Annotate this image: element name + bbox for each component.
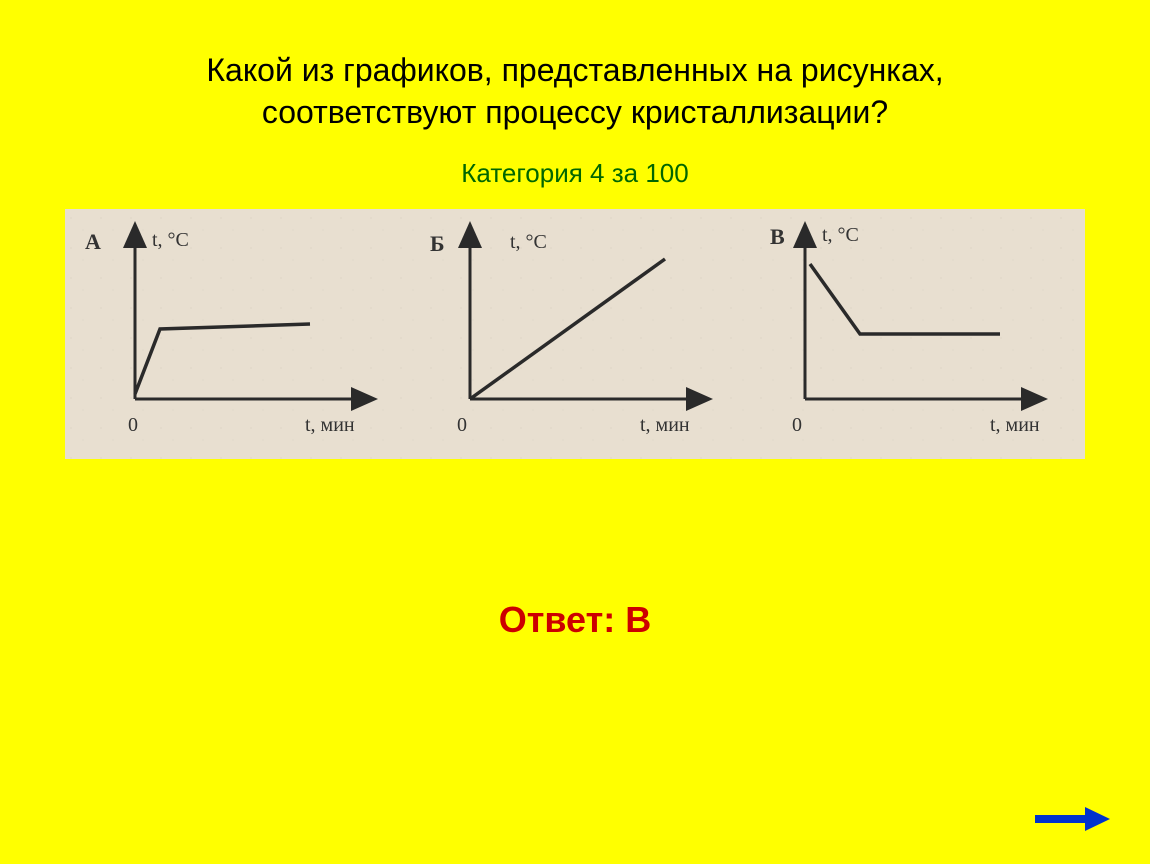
chart-c-x-axis-label: t, мин <box>990 414 1040 437</box>
chart-c-label: В <box>770 224 785 250</box>
chart-c-data-line <box>810 264 1000 334</box>
chart-b-x-axis-label: t, мин <box>640 414 690 437</box>
question-line-2: соответствуют процессу кристаллизации? <box>262 94 888 130</box>
arrow-right-icon <box>1030 804 1110 834</box>
category-text: Категория 4 за 100 <box>0 158 1150 189</box>
chart-a-label: А <box>85 229 101 255</box>
chart-a-x-axis-label: t, мин <box>305 414 355 437</box>
question-text: Какой из графиков, представленных на рис… <box>0 0 1150 143</box>
chart-a-data-line <box>135 324 310 394</box>
chart-b-origin-label: 0 <box>457 414 467 437</box>
next-arrow-button[interactable] <box>1030 804 1110 834</box>
chart-b-label: Б <box>430 231 445 257</box>
chart-b-data-line <box>470 259 665 399</box>
chart-c-y-axis-label: t, °C <box>822 224 859 247</box>
chart-panel-a: А t, °C 0 t, мин <box>80 219 400 449</box>
answer-text: Ответ: В <box>0 599 1150 641</box>
chart-a-y-axis-label: t, °C <box>152 229 189 252</box>
chart-panel-c: В t, °C 0 t, мин <box>750 219 1070 449</box>
chart-b-y-axis-label: t, °C <box>510 231 547 254</box>
chart-c-origin-label: 0 <box>792 414 802 437</box>
chart-a-origin-label: 0 <box>128 414 138 437</box>
chart-panel-b: Б t, °C 0 t, мин <box>415 219 735 449</box>
charts-container: А t, °C 0 t, мин Б t, °C 0 t, мин <box>65 209 1085 459</box>
question-line-1: Какой из графиков, представленных на рис… <box>206 52 943 88</box>
